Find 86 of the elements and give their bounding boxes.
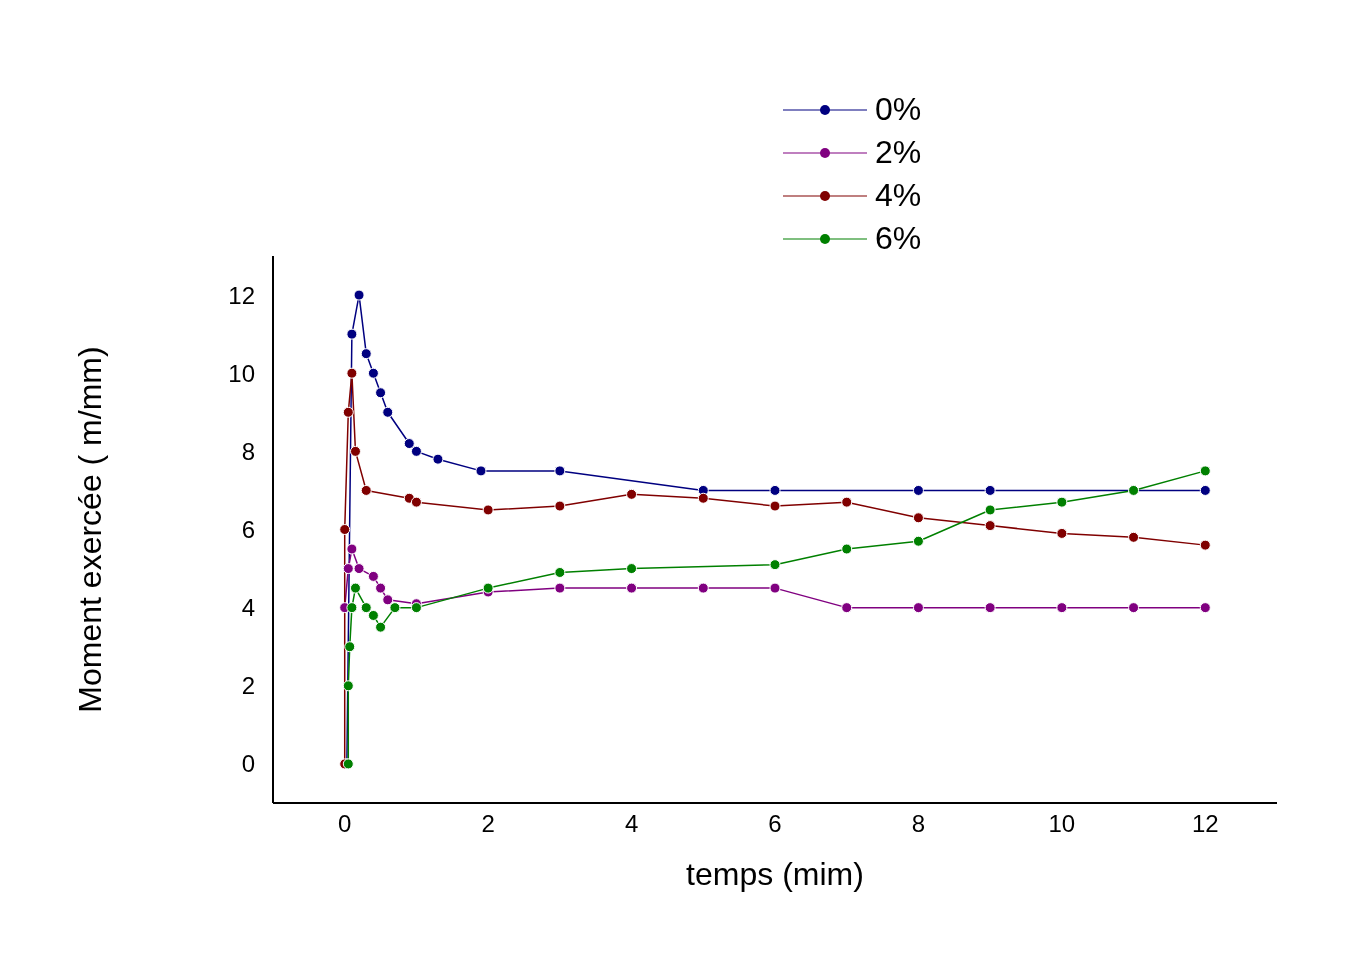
y-tick-label: 6 <box>241 516 255 544</box>
point <box>482 504 494 516</box>
point <box>1199 465 1211 477</box>
point <box>375 621 387 633</box>
y-tick-label: 8 <box>241 437 255 465</box>
point <box>360 484 372 496</box>
point <box>841 602 853 614</box>
point <box>697 582 709 594</box>
point <box>353 289 365 301</box>
point <box>554 566 566 578</box>
point <box>1199 602 1211 614</box>
point <box>1128 602 1140 614</box>
x-tick-label: 0 <box>338 810 352 838</box>
legend-label: 6% <box>875 219 922 258</box>
point <box>346 328 358 340</box>
point <box>984 504 996 516</box>
x-tick-label: 2 <box>481 810 495 838</box>
x-axis-title: temps (mim) <box>686 856 864 892</box>
point <box>360 348 372 360</box>
point <box>626 488 638 500</box>
point <box>367 570 379 582</box>
point <box>432 453 444 465</box>
point <box>1199 484 1211 496</box>
x-tick-label: 10 <box>1048 810 1076 838</box>
legend-label: 2% <box>875 133 922 172</box>
point <box>912 535 924 547</box>
x-tick-label: 4 <box>624 810 639 838</box>
point <box>382 594 394 606</box>
point <box>346 602 358 614</box>
point <box>342 563 354 575</box>
x-tick-label: 6 <box>768 810 782 838</box>
point <box>389 602 401 614</box>
point <box>475 465 487 477</box>
point <box>344 641 356 653</box>
point <box>349 582 361 594</box>
point <box>410 496 422 508</box>
point <box>554 582 566 594</box>
point <box>912 484 924 496</box>
legend-label: 0% <box>875 90 922 129</box>
point <box>769 559 781 571</box>
point <box>349 445 361 457</box>
point <box>382 406 394 418</box>
point <box>554 465 566 477</box>
point <box>912 512 924 524</box>
point <box>984 484 996 496</box>
point <box>360 602 372 614</box>
legend-label: 4% <box>875 176 922 215</box>
point <box>1056 527 1068 539</box>
y-axis-title: Moment exercée ( m/mm) <box>72 346 109 713</box>
point <box>697 492 709 504</box>
x-tick-label: 8 <box>911 810 926 838</box>
y-tick-label: 0 <box>241 750 255 778</box>
point <box>841 543 853 555</box>
y-tick-label: 4 <box>241 594 255 622</box>
point <box>626 582 638 594</box>
point <box>769 500 781 512</box>
point <box>375 387 387 399</box>
point <box>403 438 415 450</box>
point <box>1128 531 1140 543</box>
point <box>1199 539 1211 551</box>
point <box>367 609 379 621</box>
point <box>626 563 638 575</box>
point <box>353 563 365 575</box>
x-tick-label: 12 <box>1191 810 1219 838</box>
point <box>769 484 781 496</box>
point <box>346 543 358 555</box>
point <box>339 524 351 535</box>
point <box>1056 496 1068 508</box>
point <box>769 582 781 594</box>
point <box>342 680 354 692</box>
point <box>984 520 996 532</box>
point <box>984 602 996 614</box>
point <box>841 496 853 508</box>
point <box>410 445 422 457</box>
y-tick-label: 2 <box>241 672 255 700</box>
y-tick-label: 12 <box>228 281 255 309</box>
point <box>912 602 924 614</box>
point <box>410 602 422 614</box>
point <box>346 367 358 379</box>
point <box>367 367 379 379</box>
y-tick-label: 10 <box>228 359 255 387</box>
point <box>554 500 566 512</box>
point <box>1056 602 1068 614</box>
point <box>482 582 494 594</box>
point <box>342 406 354 418</box>
point <box>375 582 387 594</box>
